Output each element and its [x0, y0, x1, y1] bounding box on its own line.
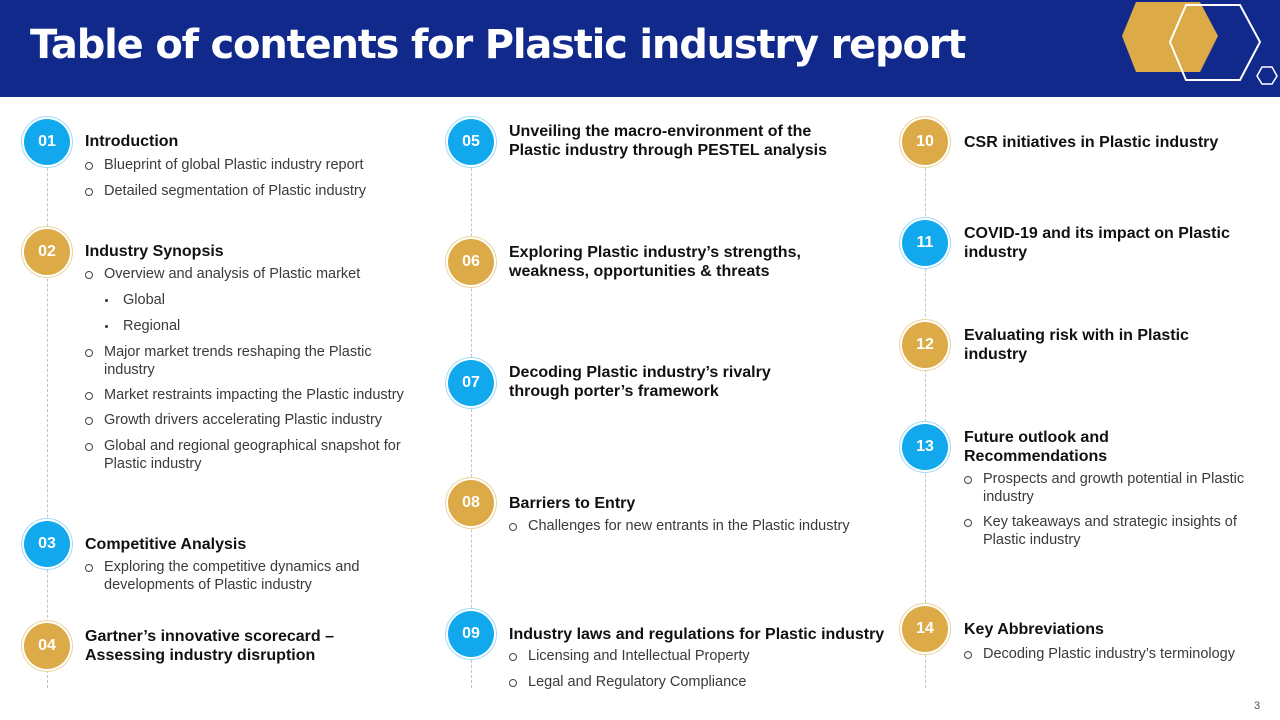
- item-heading: CSR initiatives in Plastic industry: [964, 134, 1219, 151]
- item-heading: Gartner’s innovative scorecard – Assessi…: [85, 628, 334, 664]
- sub-item: Licensing and Intellectual Property: [509, 647, 869, 665]
- item-number-badge: 01: [24, 119, 70, 165]
- item-heading: Decoding Plastic industry’s rivalry thro…: [509, 364, 771, 400]
- item-number-badge: 14: [902, 606, 948, 652]
- timeline-line-col3: [925, 118, 926, 688]
- item-number-badge: 05: [448, 119, 494, 165]
- sub-item: Challenges for new entrants in the Plast…: [509, 517, 869, 535]
- item-number-badge: 06: [448, 239, 494, 285]
- item-heading: Industry Synopsis: [85, 243, 224, 260]
- item-number-badge: 04: [24, 623, 70, 669]
- item-number-badge: 03: [24, 521, 70, 567]
- header-bar: Table of contents for Plastic industry r…: [0, 0, 1280, 97]
- sub-item: Decoding Plastic industry’s terminology: [964, 645, 1264, 663]
- item-number-badge: 02: [24, 229, 70, 275]
- hexagon-decoration: [1122, 2, 1278, 85]
- item-heading: Competitive Analysis: [85, 536, 247, 553]
- sub-item: Prospects and growth potential in Plasti…: [964, 470, 1264, 506]
- item-number-badge: 07: [448, 360, 494, 406]
- item-heading: Unveiling the macro-environment of the P…: [509, 123, 828, 159]
- item-number-badge: 10: [902, 119, 948, 165]
- sub-item: Key takeaways and strategic insights of …: [964, 513, 1264, 549]
- item-number-badge: 12: [902, 322, 948, 368]
- item-heading: Evaluating risk with in Plastic industry: [964, 327, 1189, 363]
- sub-item: Growth drivers accelerating Plastic indu…: [85, 411, 407, 429]
- sub-item: Global: [85, 291, 407, 309]
- timeline-line-col1: [47, 118, 48, 688]
- item-heading: Barriers to Entry: [509, 495, 636, 512]
- item-heading: Introduction: [85, 133, 179, 150]
- item-heading: COVID-19 and its impact on Plastic indus…: [964, 225, 1230, 261]
- item-heading: Future outlook and Recommendations: [964, 429, 1109, 465]
- item-heading: Exploring Plastic industry’s strengths, …: [509, 244, 801, 280]
- sub-item: Market restraints impacting the Plastic …: [85, 386, 407, 404]
- sub-item: Global and regional geographical snapsho…: [85, 437, 407, 473]
- sub-item: Regional: [85, 317, 407, 335]
- item-number-badge: 09: [448, 611, 494, 657]
- sub-item: Exploring the competitive dynamics and d…: [85, 558, 385, 594]
- sub-item: Legal and Regulatory Compliance: [509, 673, 869, 691]
- item-number-badge: 13: [902, 424, 948, 470]
- item-heading: Industry laws and regulations for Plasti…: [509, 626, 885, 643]
- page-number: 3: [1254, 700, 1261, 712]
- sub-item: Major market trends reshaping the Plasti…: [85, 343, 407, 379]
- sub-item: Detailed segmentation of Plastic industr…: [85, 182, 415, 200]
- sub-item: Blueprint of global Plastic industry rep…: [85, 156, 415, 174]
- page-title: Table of contents for Plastic industry r…: [30, 22, 966, 68]
- item-number-badge: 08: [448, 480, 494, 526]
- item-number-badge: 11: [902, 220, 948, 266]
- sub-item: Overview and analysis of Plastic market: [85, 265, 407, 283]
- item-heading: Key Abbreviations: [964, 621, 1104, 638]
